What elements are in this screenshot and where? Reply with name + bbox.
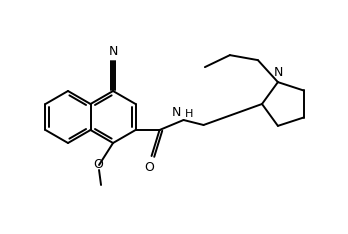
Text: O: O	[93, 158, 103, 172]
Text: H: H	[184, 109, 193, 119]
Text: O: O	[145, 161, 155, 174]
Text: N: N	[274, 66, 284, 79]
Text: N: N	[172, 106, 182, 119]
Text: N: N	[108, 45, 118, 58]
